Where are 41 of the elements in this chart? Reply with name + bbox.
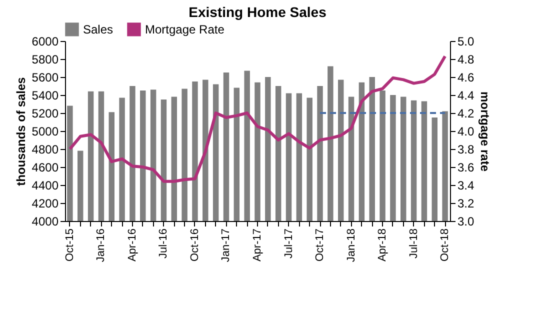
x-tick-label: Jan-18 bbox=[345, 228, 358, 262]
y-tick-label: 5600 bbox=[32, 70, 59, 84]
x-tick-label: Oct-17 bbox=[314, 228, 326, 262]
x-tick-label: Oct-15 bbox=[64, 228, 76, 262]
x-tick-label: Oct-18 bbox=[439, 228, 452, 262]
y-tick-label: 5200 bbox=[32, 106, 59, 120]
x-tick-label: Jul-17 bbox=[282, 228, 295, 258]
y-tick-label: 4600 bbox=[32, 160, 59, 174]
y2-tick-label: 4.4 bbox=[458, 88, 475, 102]
y2-tick-label: 4.0 bbox=[458, 124, 475, 138]
y-tick-label: 5000 bbox=[32, 124, 59, 138]
y2-tick-label: 5.0 bbox=[458, 34, 475, 48]
x-tick-label: Apr-16 bbox=[126, 228, 138, 262]
y2-tick-label: 4.2 bbox=[458, 106, 475, 120]
x-tick-label: Jan-17 bbox=[220, 228, 232, 262]
y2-axis-title: mortgage rate bbox=[478, 91, 492, 172]
x-tick-label: Jan-16 bbox=[95, 228, 108, 262]
y-tick-label: 6000 bbox=[32, 34, 59, 48]
y2-tick-label: 4.8 bbox=[458, 52, 475, 66]
y-tick-label: 5400 bbox=[32, 88, 59, 102]
line-series bbox=[68, 54, 447, 183]
x-tick-label: Apr-18 bbox=[376, 228, 389, 262]
y-tick-label: 5800 bbox=[32, 52, 59, 66]
y-tick-label: 4400 bbox=[32, 178, 59, 192]
y2-tick-label: 3.2 bbox=[458, 196, 475, 210]
y2-tick-label: 3.4 bbox=[458, 178, 475, 192]
y-tick-label: 4000 bbox=[32, 214, 59, 228]
x-tick-label: Apr-17 bbox=[252, 228, 264, 262]
y-axis-title: thousands of sales bbox=[14, 76, 28, 186]
legend-label: Sales bbox=[83, 22, 114, 36]
y-tick-label: 4200 bbox=[32, 196, 59, 210]
x-tick-label: Jul-16 bbox=[158, 228, 170, 258]
x-tick-label: Oct-16 bbox=[188, 228, 201, 262]
chart-title: Existing Home Sales bbox=[188, 4, 327, 20]
y-tick-label: 4800 bbox=[32, 142, 59, 156]
y2-tick-label: 3.0 bbox=[458, 214, 475, 228]
x-tick-label: Jul-18 bbox=[408, 228, 420, 258]
y2-tick-label: 3.8 bbox=[458, 142, 475, 156]
legend-label: Mortgage Rate bbox=[145, 22, 225, 36]
y2-tick-label: 4.6 bbox=[458, 70, 475, 84]
y2-tick-label: 3.6 bbox=[458, 160, 475, 174]
